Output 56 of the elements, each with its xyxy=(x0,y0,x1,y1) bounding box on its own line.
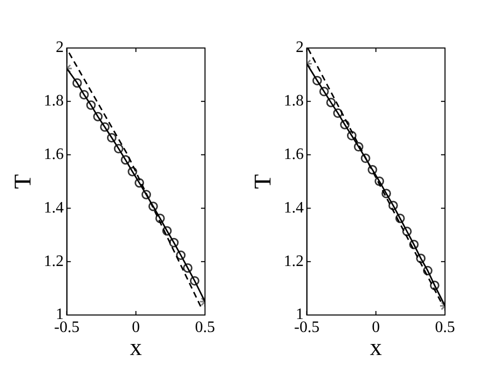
point xyxy=(182,263,192,273)
y-tick-label: 1.2 xyxy=(44,252,64,270)
y-axis-title: T xyxy=(10,174,37,189)
point xyxy=(340,120,350,130)
point xyxy=(162,226,172,236)
x-tick-label: -0.5 xyxy=(294,318,320,336)
point xyxy=(382,188,392,198)
point xyxy=(333,108,343,118)
y-tick-label: 1.8 xyxy=(44,92,64,110)
point xyxy=(409,240,419,250)
y-tick-label: 1.8 xyxy=(284,92,304,110)
point xyxy=(319,86,329,96)
x-tick-label: 0.5 xyxy=(195,318,215,336)
x-tick-label: 0.5 xyxy=(435,318,455,336)
point xyxy=(395,214,405,224)
y-tick-label: 1.4 xyxy=(44,199,64,216)
point xyxy=(155,214,165,224)
point xyxy=(374,176,384,186)
point xyxy=(100,122,110,132)
point xyxy=(134,178,144,188)
point xyxy=(388,200,398,210)
point xyxy=(360,154,370,164)
point xyxy=(354,142,364,152)
point xyxy=(416,254,426,264)
x-tick-label: 0 xyxy=(132,318,140,336)
point xyxy=(422,266,432,276)
y-tick-label: 2 xyxy=(296,39,304,56)
point xyxy=(114,144,124,154)
y-tick-label: 1.2 xyxy=(284,252,304,270)
x-tick-label: -0.5 xyxy=(54,318,80,336)
point xyxy=(430,280,440,290)
y-tick-label: 2 xyxy=(56,39,64,56)
point xyxy=(312,76,322,86)
point xyxy=(120,155,130,165)
point xyxy=(148,202,158,212)
point xyxy=(142,190,152,200)
y-axis-title: T xyxy=(250,174,277,189)
y-tick-label: 1.4 xyxy=(284,199,304,216)
x-tick-label: 0 xyxy=(372,318,380,336)
point xyxy=(190,276,200,286)
point xyxy=(326,98,336,108)
point xyxy=(93,112,103,122)
point xyxy=(79,90,89,100)
x-axis-title: x xyxy=(370,334,382,361)
point xyxy=(169,238,179,248)
point xyxy=(72,78,82,88)
point xyxy=(176,250,186,260)
y-tick-label: 1.6 xyxy=(284,146,304,164)
point xyxy=(106,132,116,142)
y-tick-label: 1.6 xyxy=(44,146,64,164)
point xyxy=(368,165,378,174)
point xyxy=(402,226,412,236)
point xyxy=(86,100,96,110)
point xyxy=(346,130,356,140)
point xyxy=(128,166,138,176)
x-axis-title: x xyxy=(130,334,142,361)
